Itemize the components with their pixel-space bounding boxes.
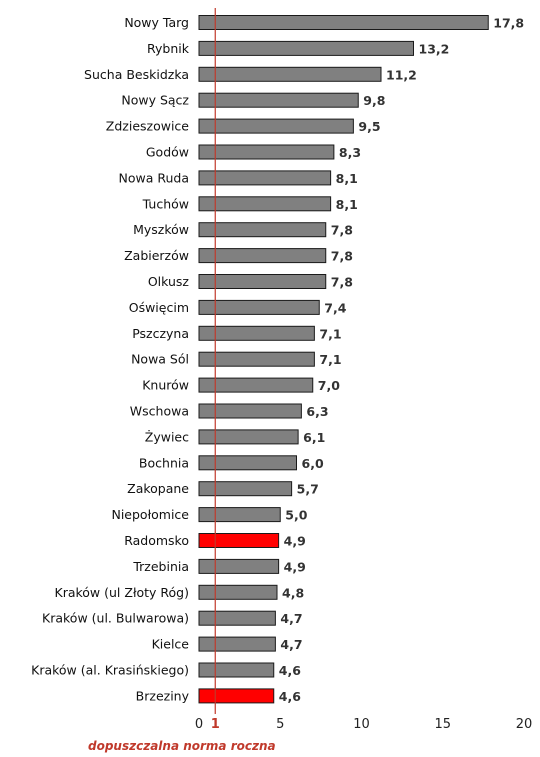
bar-16	[198, 403, 302, 419]
value-label: 6,1	[303, 430, 325, 445]
bar-26	[198, 662, 275, 678]
value-label: 8,1	[336, 171, 358, 186]
category-label: Wschowa	[130, 404, 189, 419]
value-label: 7,0	[318, 378, 340, 393]
value-label: 8,3	[339, 145, 361, 160]
bar-12	[198, 299, 320, 315]
category-label: Pszczyna	[132, 326, 189, 341]
bar-25	[198, 636, 276, 652]
bar-21	[198, 533, 280, 548]
x-tick-label: 15	[434, 717, 451, 732]
value-label: 4,6	[279, 663, 301, 678]
value-label: 7,8	[331, 275, 353, 290]
category-label: Nowa Ruda	[119, 170, 190, 185]
value-label: 7,8	[331, 249, 353, 264]
labels-group: Nowy Targ 17,8 Rybnik 13,2 Sucha Beskidzka 11…	[31, 15, 524, 704]
bar-4	[198, 92, 359, 108]
x-axis: 0 5 10 15 20	[195, 717, 532, 732]
category-label: Sucha Beskidzka	[84, 67, 189, 82]
category-label: Brzeziny	[136, 688, 190, 703]
category-label: Żywiec	[145, 429, 189, 444]
value-label: 4,7	[280, 637, 302, 652]
bar-22	[198, 558, 280, 574]
value-label: 9,5	[358, 119, 380, 134]
value-label: 4,9	[284, 534, 306, 549]
x-tick-label: 5	[276, 717, 284, 732]
category-label: Bochnia	[139, 455, 189, 470]
value-label: 7,1	[319, 352, 341, 367]
category-label: Rybnik	[147, 41, 190, 56]
category-label: Oświęcim	[129, 300, 189, 315]
category-label: Radomsko	[124, 533, 189, 548]
value-label: 9,8	[363, 93, 385, 108]
x-tick-label: 0	[195, 717, 203, 732]
value-label: 7,1	[319, 326, 341, 341]
bar-2	[198, 40, 414, 56]
bar-6	[198, 144, 335, 160]
bar-7	[198, 170, 332, 186]
category-label: Kraków (ul. Bulwarowa)	[42, 611, 189, 626]
bar-14	[198, 351, 315, 367]
bar-10	[198, 248, 327, 264]
value-label: 13,2	[419, 41, 450, 56]
bars-group	[198, 15, 489, 704]
value-label: 4,6	[279, 689, 301, 704]
x-tick-label: 10	[353, 717, 370, 732]
bar-8	[198, 196, 332, 212]
category-label: Kielce	[152, 637, 190, 652]
value-label: 11,2	[386, 67, 417, 82]
bar-27	[198, 688, 275, 704]
category-label: Nowa Sól	[131, 352, 189, 367]
value-label: 4,9	[284, 559, 306, 574]
value-label: 4,8	[282, 585, 304, 600]
bar-18	[198, 455, 297, 471]
category-label: Kraków (al. Krasińskiego)	[31, 663, 189, 678]
value-label: 6,0	[302, 456, 324, 471]
category-label: Zakopane	[127, 481, 189, 496]
value-label: 8,1	[336, 197, 358, 212]
category-label: Myszków	[133, 222, 189, 237]
category-label: Godów	[146, 145, 189, 160]
category-label: Olkusz	[148, 274, 190, 289]
x-tick-label: 20	[516, 717, 533, 732]
value-label: 4,7	[280, 611, 302, 626]
bar-15	[198, 377, 314, 393]
reference-tick-label: 1	[211, 717, 220, 732]
bar-11	[198, 274, 327, 289]
category-label: Niepołomice	[111, 507, 189, 522]
category-label: Tuchów	[142, 196, 189, 211]
value-label: 5,0	[285, 508, 307, 523]
bar-24	[198, 610, 276, 626]
category-label: Zabierzów	[124, 248, 189, 263]
category-label: Kraków (ul Złoty Róg)	[55, 585, 190, 600]
category-label: Nowy Targ	[124, 15, 189, 30]
bar-19	[198, 481, 293, 497]
norm-annotation: dopuszczalna norma roczna	[88, 739, 276, 753]
bar-1	[198, 15, 489, 30]
bar-9	[198, 222, 327, 238]
bar-23	[198, 584, 278, 600]
category-label: Knurów	[142, 378, 189, 393]
bar-20	[198, 507, 281, 523]
value-label: 7,4	[324, 300, 346, 315]
value-label: 17,8	[493, 16, 524, 31]
bar-3	[198, 66, 382, 82]
category-label: Zdzieszowice	[106, 119, 190, 134]
value-label: 6,3	[306, 404, 328, 419]
value-label: 5,7	[297, 482, 319, 497]
category-label: Trzebinia	[132, 559, 189, 574]
bar-5	[198, 118, 354, 134]
bar-17	[198, 429, 299, 445]
value-label: 7,8	[331, 223, 353, 238]
category-label: Nowy Sącz	[121, 93, 189, 108]
bar-13	[198, 325, 315, 341]
